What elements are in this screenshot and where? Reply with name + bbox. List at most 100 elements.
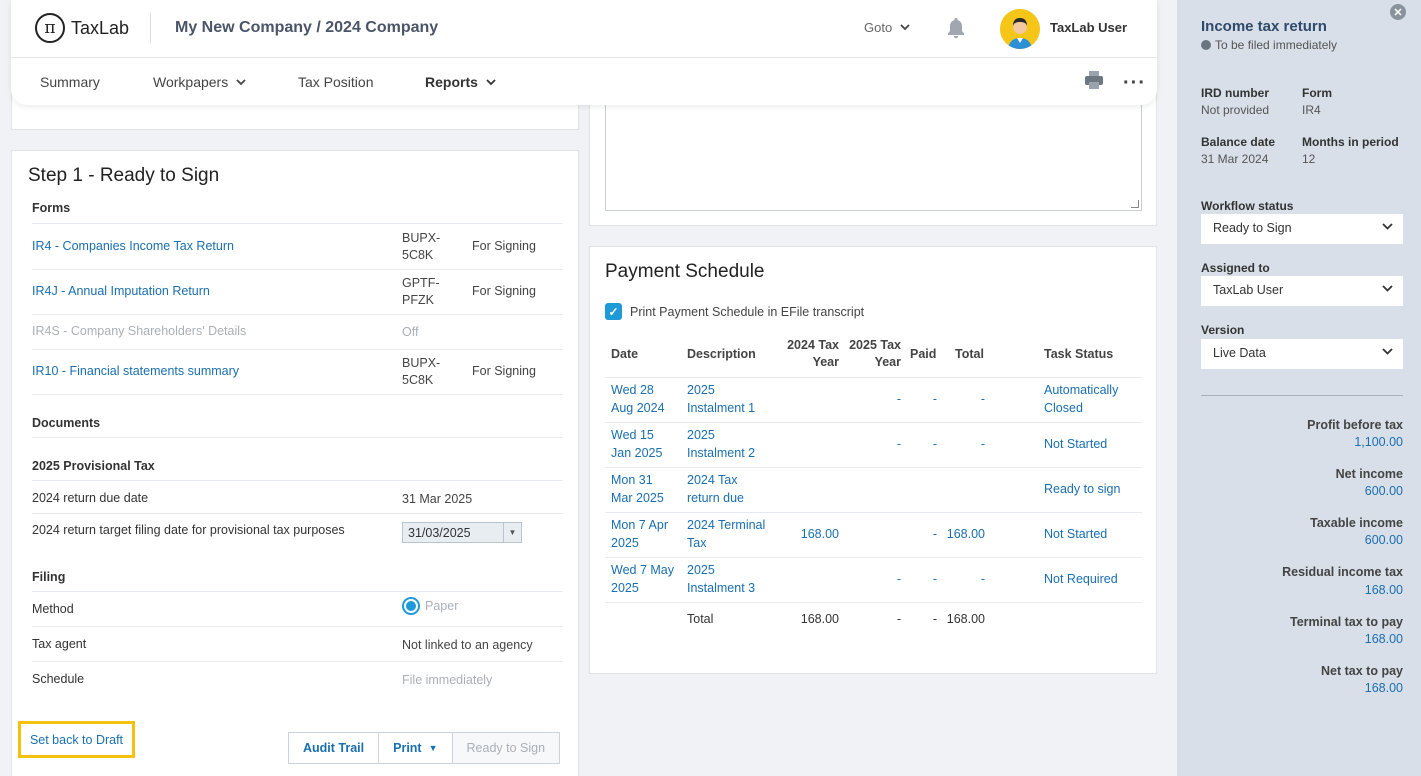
- col-header-description: Description: [687, 347, 756, 361]
- total-paid: -: [932, 612, 937, 626]
- assigned-to-select[interactable]: TaxLab User: [1201, 276, 1403, 306]
- version-select[interactable]: Live Data: [1201, 339, 1403, 369]
- method-value: Paper: [425, 599, 459, 613]
- audit-trail-button[interactable]: Audit Trail: [289, 733, 380, 763]
- row-status[interactable]: Not Started: [1044, 527, 1108, 541]
- radio-selected-icon: [402, 597, 420, 615]
- print-button-label: Print: [393, 741, 422, 755]
- metric-value[interactable]: 168.00: [1364, 583, 1403, 597]
- table-row: Wed 28 Aug 2024 2025 Instalment 1 - - - …: [605, 377, 1142, 422]
- schedule-value: File immediately: [402, 673, 493, 687]
- row-date[interactable]: Mon 31 Mar 2025: [611, 473, 664, 505]
- nav-reports[interactable]: Reports: [425, 74, 496, 90]
- action-button-group: Audit Trail Print ▼ Ready to Sign: [288, 732, 561, 764]
- row-status[interactable]: Not Required: [1044, 572, 1118, 586]
- row-total: 168.00: [946, 527, 985, 541]
- caret-down-icon[interactable]: ▼: [503, 523, 521, 542]
- nav-summary[interactable]: Summary: [40, 74, 100, 90]
- method-label: Method: [32, 602, 74, 616]
- goto-dropdown[interactable]: Goto: [864, 20, 910, 35]
- right-sidebar: ✕ Income tax return To be filed immediat…: [1177, 0, 1421, 776]
- form-link-ir10[interactable]: IR10 - Financial statements summary: [32, 364, 240, 378]
- row-status[interactable]: Not Started: [1044, 437, 1108, 451]
- row-2025: -: [896, 437, 901, 451]
- print-button[interactable]: Print ▼: [379, 733, 453, 763]
- chevron-down-icon: [1382, 285, 1393, 292]
- row-date[interactable]: Wed 7 May 2025: [611, 563, 674, 595]
- ird-value: Not provided: [1201, 103, 1270, 117]
- row-paid: -: [932, 437, 937, 451]
- notifications-bell-icon[interactable]: [946, 17, 966, 42]
- row-description[interactable]: 2025 Instalment 2: [687, 428, 756, 460]
- total-total: 168.00: [946, 612, 985, 626]
- chevron-down-icon: [1382, 348, 1393, 355]
- row-date[interactable]: Wed 15 Jan 2025: [611, 428, 663, 460]
- assigned-to-value: TaxLab User: [1213, 283, 1284, 297]
- form-code: BUPX-5C8K: [402, 356, 441, 387]
- tax-agent-value: Not linked to an agency: [402, 638, 533, 652]
- pi-logo-icon: π: [35, 13, 65, 43]
- metric-value[interactable]: 168.00: [1364, 632, 1403, 646]
- notes-textarea[interactable]: [605, 91, 1142, 211]
- row-description[interactable]: 2024 Terminal Tax: [687, 518, 766, 550]
- balance-date-value: 31 Mar 2024: [1201, 152, 1269, 166]
- more-options-icon[interactable]: ···: [1123, 72, 1146, 94]
- user-avatar[interactable]: [1000, 9, 1040, 49]
- target-date-label: 2024 return target filing date for provi…: [32, 523, 345, 537]
- row-paid: -: [932, 572, 937, 586]
- row-description[interactable]: 2024 Tax return due: [687, 473, 744, 505]
- print-schedule-checkbox-row[interactable]: ✓ Print Payment Schedule in EFile transc…: [605, 303, 864, 320]
- close-icon[interactable]: ✕: [1390, 4, 1406, 20]
- taxlab-logo[interactable]: π TaxLab: [35, 13, 129, 43]
- logo-text: TaxLab: [71, 17, 130, 38]
- resize-handle-icon[interactable]: [1131, 200, 1139, 208]
- checkbox-checked-icon[interactable]: ✓: [605, 303, 622, 320]
- metric-value[interactable]: 1,100.00: [1354, 435, 1403, 449]
- metric-value[interactable]: 600.00: [1364, 484, 1403, 498]
- form-value: IR4: [1302, 103, 1321, 117]
- payment-schedule-title: Payment Schedule: [605, 261, 765, 282]
- metric-value[interactable]: 168.00: [1364, 681, 1403, 695]
- clock-icon: [1201, 40, 1211, 50]
- form-row: IR4J - Annual Imputation Return GPTF-PFZ…: [32, 270, 563, 315]
- col-header-paid: Paid: [910, 347, 937, 361]
- due-date-row: 2024 return due date 31 Mar 2025: [32, 481, 563, 514]
- version-value: Live Data: [1213, 346, 1266, 360]
- set-back-to-draft-button[interactable]: Set back to Draft: [18, 721, 135, 758]
- form-label: Form: [1302, 86, 1332, 100]
- forms-heading: Forms: [32, 201, 71, 215]
- table-row: Mon 7 Apr 2025 2024 Terminal Tax 168.00 …: [605, 512, 1142, 557]
- row-date[interactable]: Mon 7 Apr 2025: [611, 518, 668, 550]
- method-paper-radio[interactable]: Paper: [402, 597, 458, 615]
- user-name[interactable]: TaxLab User: [1050, 20, 1128, 35]
- sidebar-subtitle: To be filed immediately: [1201, 38, 1337, 52]
- form-status: For Signing: [472, 364, 536, 378]
- notes-panel: [589, 90, 1157, 226]
- row-status[interactable]: Automatically Closed: [1044, 383, 1119, 415]
- metric-label: Taxable income: [1310, 516, 1403, 530]
- company-breadcrumb: My New Company / 2024 Company: [175, 19, 439, 36]
- form-status: For Signing: [472, 284, 536, 298]
- sidebar-divider: [1201, 395, 1403, 396]
- nav-tax-position[interactable]: Tax Position: [298, 74, 373, 90]
- form-link-ir4j[interactable]: IR4J - Annual Imputation Return: [32, 284, 210, 298]
- row-status[interactable]: Ready to sign: [1044, 482, 1121, 496]
- method-row: Method Paper: [32, 592, 563, 627]
- workflow-label: Workflow status: [1201, 199, 1294, 213]
- nav-workpapers[interactable]: Workpapers: [153, 74, 246, 90]
- target-date-picker[interactable]: 31/03/2025 ▼: [402, 522, 522, 543]
- table-row: Wed 15 Jan 2025 2025 Instalment 2 - - - …: [605, 422, 1142, 467]
- printer-icon[interactable]: [1084, 70, 1104, 93]
- tax-agent-row: Tax agent Not linked to an agency: [32, 627, 563, 662]
- workflow-status-select[interactable]: Ready to Sign: [1201, 214, 1403, 244]
- metric-value[interactable]: 600.00: [1364, 533, 1403, 547]
- row-date[interactable]: Wed 28 Aug 2024: [611, 383, 665, 415]
- col-header-total: Total: [955, 347, 984, 361]
- row-description[interactable]: 2025 Instalment 1: [687, 383, 756, 415]
- row-2024: 168.00: [800, 527, 839, 541]
- form-code: Off: [402, 325, 419, 339]
- row-description[interactable]: 2025 Instalment 3: [687, 563, 756, 595]
- form-link-ir4[interactable]: IR4 - Companies Income Tax Return: [32, 239, 234, 253]
- col-header-status: Task Status: [1044, 347, 1114, 361]
- filing-heading-row: Filing: [32, 559, 563, 592]
